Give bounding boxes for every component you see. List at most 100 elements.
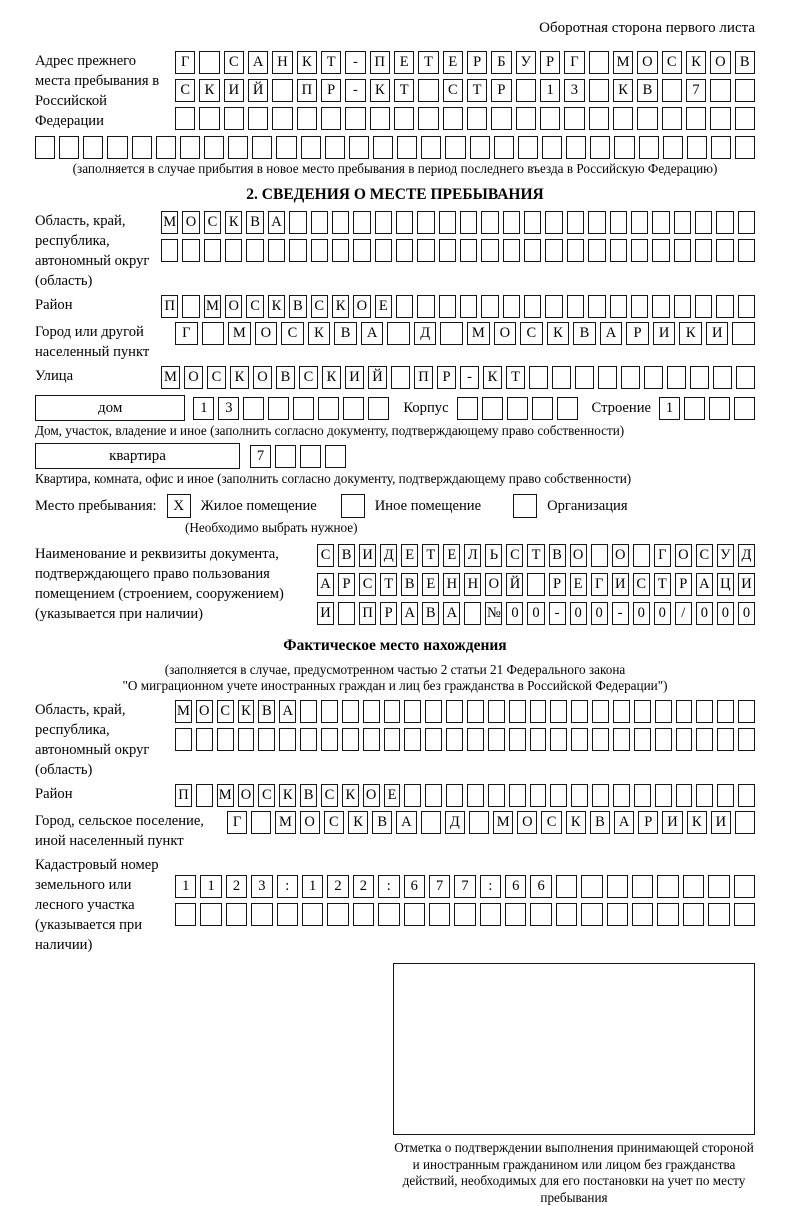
char-cell[interactable]: Г: [175, 322, 198, 345]
char-cell[interactable]: [713, 366, 732, 389]
char-cell[interactable]: А: [599, 322, 623, 345]
char-cell[interactable]: 3: [564, 79, 585, 102]
char-cell[interactable]: И: [223, 79, 244, 102]
char-cell[interactable]: Н: [443, 573, 461, 596]
char-cell[interactable]: [460, 295, 478, 318]
char-cell[interactable]: В: [401, 573, 419, 596]
char-cell[interactable]: [420, 811, 441, 834]
char-cell[interactable]: -: [345, 79, 366, 102]
char-cell[interactable]: [325, 444, 346, 468]
char-cell[interactable]: [417, 239, 435, 262]
char-cell[interactable]: В: [637, 79, 658, 102]
char-cell[interactable]: О: [362, 784, 380, 807]
char-cell[interactable]: -: [345, 51, 366, 74]
char-cell[interactable]: А: [443, 602, 461, 625]
char-cell[interactable]: [331, 211, 350, 234]
char-cell[interactable]: М: [612, 51, 634, 74]
char-cell[interactable]: [321, 700, 338, 723]
char-cell[interactable]: [438, 239, 457, 262]
char-cell[interactable]: [418, 79, 439, 102]
char-cell[interactable]: [588, 295, 606, 318]
char-cell[interactable]: [566, 295, 585, 318]
char-cell[interactable]: [708, 903, 730, 926]
char-cell[interactable]: [267, 239, 286, 262]
char-cell[interactable]: С: [203, 211, 222, 234]
char-cell[interactable]: [612, 107, 634, 130]
char-cell[interactable]: [491, 107, 512, 130]
char-cell[interactable]: К: [296, 51, 317, 74]
char-cell[interactable]: О: [611, 544, 629, 567]
char-cell[interactable]: [276, 903, 298, 926]
char-cell[interactable]: С: [223, 51, 244, 74]
char-cell[interactable]: Д: [380, 544, 398, 567]
char-cell[interactable]: [734, 811, 756, 834]
char-cell[interactable]: [709, 396, 730, 420]
char-cell[interactable]: К: [267, 295, 286, 318]
char-cell[interactable]: [694, 295, 713, 318]
char-cell[interactable]: П: [175, 784, 192, 807]
char-cell[interactable]: Е: [422, 573, 440, 596]
char-cell[interactable]: И: [359, 544, 377, 567]
char-cell[interactable]: [481, 239, 499, 262]
char-cell[interactable]: [223, 107, 244, 130]
char-cell[interactable]: [550, 728, 568, 751]
char-cell[interactable]: [609, 211, 627, 234]
char-cell[interactable]: [428, 903, 451, 926]
char-cell[interactable]: [675, 728, 693, 751]
char-cell[interactable]: 6: [403, 875, 425, 898]
char-cell[interactable]: В: [258, 700, 276, 723]
char-cell[interactable]: И: [652, 322, 676, 345]
char-cell[interactable]: Т: [653, 573, 671, 596]
char-cell[interactable]: [460, 239, 478, 262]
char-cell[interactable]: К: [322, 366, 341, 389]
char-cell[interactable]: [300, 728, 318, 751]
char-cell[interactable]: К: [230, 366, 249, 389]
char-cell[interactable]: [487, 728, 505, 751]
char-cell[interactable]: Г: [564, 51, 585, 74]
char-cell[interactable]: В: [548, 544, 566, 567]
char-cell[interactable]: [216, 728, 234, 751]
char-cell[interactable]: Р: [626, 322, 649, 345]
char-cell[interactable]: [515, 79, 536, 102]
char-cell[interactable]: [735, 136, 756, 159]
char-cell[interactable]: [564, 107, 585, 130]
char-cell[interactable]: [417, 211, 435, 234]
char-cell[interactable]: М: [467, 322, 490, 345]
char-cell[interactable]: К: [369, 79, 390, 102]
char-cell[interactable]: И: [345, 366, 364, 389]
char-cell[interactable]: [403, 903, 425, 926]
char-cell[interactable]: [505, 903, 527, 926]
char-cell[interactable]: [369, 107, 390, 130]
char-cell[interactable]: С: [299, 366, 318, 389]
char-cell[interactable]: [588, 79, 609, 102]
char-cell[interactable]: С: [695, 544, 713, 567]
char-cell[interactable]: [673, 295, 691, 318]
char-cell[interactable]: [733, 875, 755, 898]
char-cell[interactable]: [696, 784, 714, 807]
char-cell[interactable]: 7: [428, 875, 451, 898]
char-cell[interactable]: [633, 700, 651, 723]
char-cell[interactable]: [609, 295, 627, 318]
char-cell[interactable]: Д: [413, 322, 437, 345]
char-cell[interactable]: [487, 784, 505, 807]
char-cell[interactable]: Р: [548, 573, 566, 596]
char-cell[interactable]: [581, 903, 603, 926]
char-cell[interactable]: [225, 903, 248, 926]
char-cell[interactable]: Е: [383, 784, 401, 807]
checkbox-zhiloe[interactable]: X: [166, 494, 191, 518]
char-cell[interactable]: А: [614, 811, 635, 834]
char-cell[interactable]: [684, 396, 705, 420]
char-cell[interactable]: [734, 107, 755, 130]
char-cell[interactable]: 0: [590, 602, 608, 625]
char-cell[interactable]: [175, 107, 196, 130]
char-cell[interactable]: [175, 903, 197, 926]
char-cell[interactable]: [272, 107, 293, 130]
char-cell[interactable]: [710, 107, 731, 130]
char-cell[interactable]: [310, 239, 328, 262]
char-cell[interactable]: [555, 903, 578, 926]
char-cell[interactable]: [175, 728, 192, 751]
char-cell[interactable]: [590, 544, 608, 567]
char-cell[interactable]: [320, 107, 342, 130]
char-cell[interactable]: Р: [539, 51, 561, 74]
char-cell[interactable]: К: [199, 79, 220, 102]
